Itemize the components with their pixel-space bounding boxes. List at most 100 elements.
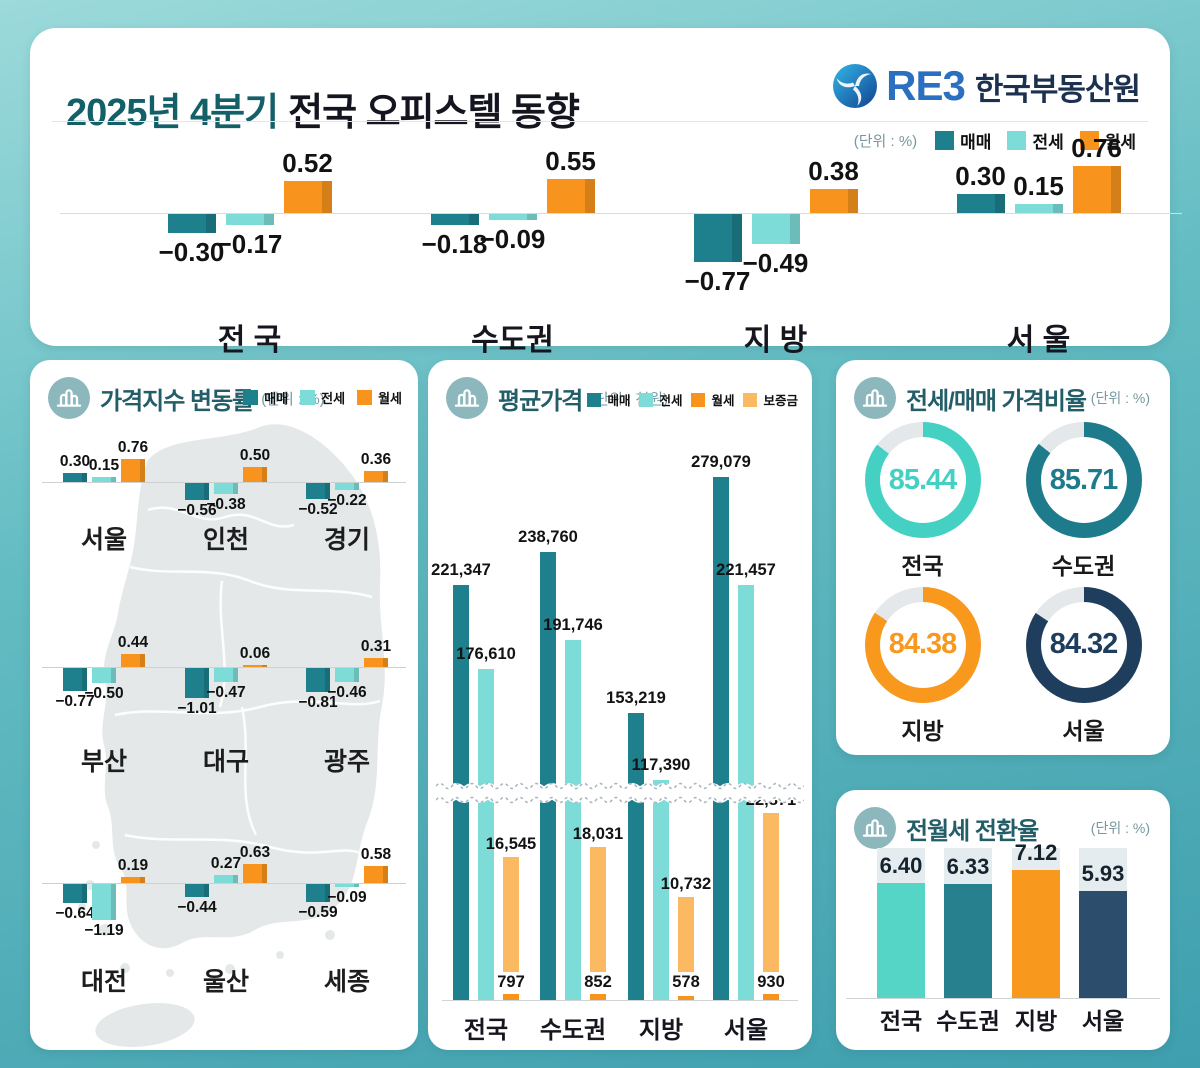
category-label-수도권: 수도권 (471, 324, 554, 357)
legend-label-전세: 전세 (321, 391, 346, 406)
legend-label-전세: 전세 (1032, 133, 1064, 152)
value-label: 0.31 (360, 638, 392, 655)
value-label: −0.81 (298, 694, 338, 711)
legend-swatch-전세 (300, 390, 316, 405)
donut-ring-서울: 84.32 (1025, 586, 1142, 703)
legend-label-월세: 월세 (711, 394, 735, 408)
legend-item-월세: 월세 (357, 388, 402, 407)
region-label-광주: 광주 (323, 748, 370, 776)
value-label: 6.33 (946, 854, 990, 879)
legend-item-전세: 전세 (1007, 128, 1064, 153)
legend-item-매매: 매매 (935, 128, 991, 153)
bar-매매 (185, 483, 209, 500)
axis-baseline (42, 883, 406, 884)
jeonse-ratio-card: 전세/매매 가격비율 (단위 : %) 85.44 전국 85.71 수도권 84.38… (836, 360, 1170, 755)
donut-value: 85.71 (1049, 463, 1119, 496)
region-label-대구: 대구 (202, 748, 249, 776)
bar-월세 (243, 665, 267, 667)
bar-월세 (121, 877, 145, 883)
legend-item-매매: 매매 (587, 390, 630, 409)
legend-label-월세: 월세 (378, 391, 402, 406)
bar-월세 (763, 994, 779, 1000)
bar-보증금 (763, 813, 779, 972)
region-label-경기: 경기 (323, 526, 370, 554)
bar-매매 (63, 473, 87, 482)
bar-월세 (364, 866, 388, 883)
donut-서울: 84.32 서울 (1025, 586, 1142, 752)
donut-value: 84.32 (1049, 628, 1119, 660)
bar-전세 (214, 875, 238, 883)
value-label: −0.64 (55, 905, 95, 922)
donut-hole: 85.71 (1040, 437, 1127, 523)
value-label: −0.56 (177, 502, 217, 519)
price-index-title: 가격지수 변동률 (100, 387, 254, 415)
building-chart-icon (854, 377, 896, 419)
value-label: −0.09 (479, 224, 546, 254)
legend-item-전세: 전세 (300, 388, 345, 407)
avg-price-card: 평균가격 (단위 : 천원) 매매 전세 월세 보증금 221,347 176,610 1… (428, 360, 812, 1050)
value-label: −0.47 (206, 684, 246, 701)
bar-전세 (335, 884, 359, 887)
value-label: 221,347 (431, 561, 491, 579)
bar-월세 (283, 181, 332, 213)
legend-swatch-매매 (587, 392, 602, 407)
bar-월세 (121, 459, 145, 482)
legend-item-전세: 전세 (639, 390, 682, 409)
category-label-서울: 서울 (1081, 1008, 1125, 1034)
value-label: 176,610 (456, 645, 516, 663)
bar-서울 (1079, 891, 1127, 998)
bar-전세 (653, 780, 669, 1000)
value-label: −0.46 (327, 684, 367, 701)
value-label: 7.12 (1014, 840, 1058, 865)
bar-매매 (306, 884, 330, 902)
donut-hole: 85.44 (879, 437, 966, 523)
axis-break-wave (436, 782, 804, 804)
axis-baseline (42, 482, 406, 483)
conversion-track-전국: 6.40 (877, 848, 925, 998)
value-label: 0.76 (1071, 133, 1122, 163)
value-label: 279,079 (691, 453, 751, 471)
bar-매매 (306, 483, 330, 499)
value-label: 0.76 (117, 439, 149, 456)
value-label: 0.44 (117, 634, 149, 651)
bar-매매 (306, 668, 330, 692)
bar-월세 (1072, 166, 1121, 213)
value-label: −0.44 (177, 899, 217, 916)
bar-매매 (693, 214, 742, 262)
page-title: 2025년 4분기 전국 오피스텔 동향 (66, 81, 580, 136)
bar-매매 (956, 194, 1005, 213)
legend-swatch-매매 (243, 390, 259, 405)
category-label-전국: 전 국 (217, 324, 282, 357)
avg-price-title: 평균가격 (498, 387, 583, 415)
bar-전세 (751, 214, 800, 244)
value-label: 0.58 (360, 846, 392, 863)
axis-baseline (60, 213, 1182, 214)
bar-전세 (565, 640, 581, 1000)
value-label: 0.36 (360, 451, 392, 468)
conversion-card: 전월세 전환율 (단위 : %) 6.40 6.33 7.12 5.93 전국 수도권 지… (836, 790, 1170, 1050)
axis-baseline (442, 1000, 798, 1001)
value-label: 153,219 (606, 689, 666, 707)
bar-전세 (92, 477, 116, 482)
summary-group-서울: 0.30 0.15 0.76 서 울 (955, 133, 1122, 357)
value-label: −0.18 (421, 229, 488, 259)
bar-월세 (243, 864, 267, 883)
price-index-card: 가격지수 변동률 (단위 : %) 매매 전세 월세 0.30 0.15 0.76 서울 −… (30, 360, 418, 1050)
value-label: 10,732 (660, 875, 712, 893)
bar-전세 (335, 483, 359, 490)
value-label: 0.52 (282, 148, 333, 178)
category-label-전국: 전국 (463, 1017, 509, 1044)
axis-baseline (42, 667, 406, 668)
price-index-legend: 매매 전세 월세 (243, 388, 402, 407)
value-label: 930 (757, 973, 785, 991)
price-index-chart: 0.30 0.15 0.76 서울 −0.56 −0.38 0.50 인천 −0.52 −0.22… (30, 360, 418, 1050)
value-label: −0.77 (684, 266, 751, 296)
conversion-header: 전월세 전환율 (단위 : %) (854, 806, 1152, 850)
value-label: 578 (672, 973, 700, 991)
conversion-chart: 6.40 6.33 7.12 5.93 (846, 840, 1160, 999)
donut-hole: 84.38 (879, 601, 966, 688)
summary-group-수도권: −0.18 −0.09 0.55 수도권 (422, 146, 596, 357)
bar-월세 (364, 471, 388, 482)
donut-ring-지방: 84.38 (864, 586, 981, 703)
building-chart-icon (48, 377, 90, 419)
